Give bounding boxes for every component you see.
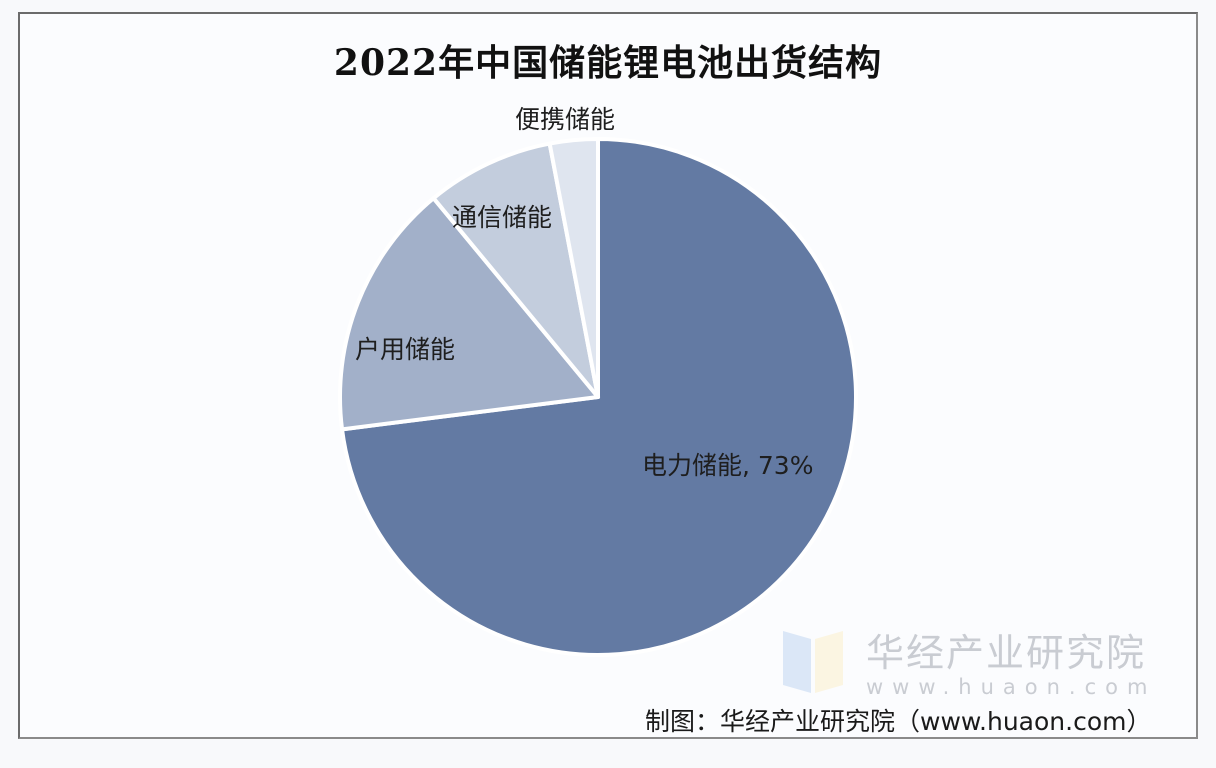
label-power-storage: 电力储能, 73% (642, 451, 814, 480)
chart-title: 2022年中国储能锂电池出货结构 (333, 42, 883, 84)
source-note: 制图：华经产业研究院（www.huaon.com） (645, 707, 1152, 736)
slice-household-storage (338, 196, 600, 432)
watermark-name: 华经产业研究院 (866, 631, 1147, 675)
watermark-logo-icon (783, 631, 843, 693)
slice-portable-storage (547, 137, 600, 399)
label-household-storage: 户用储能 (355, 335, 456, 364)
label-portable-storage: 便携储能 (515, 105, 616, 134)
label-telecom-storage: 通信储能 (452, 203, 553, 232)
watermark-url: www.huaon.com (866, 675, 1157, 699)
slice-telecom-storage (431, 141, 600, 399)
